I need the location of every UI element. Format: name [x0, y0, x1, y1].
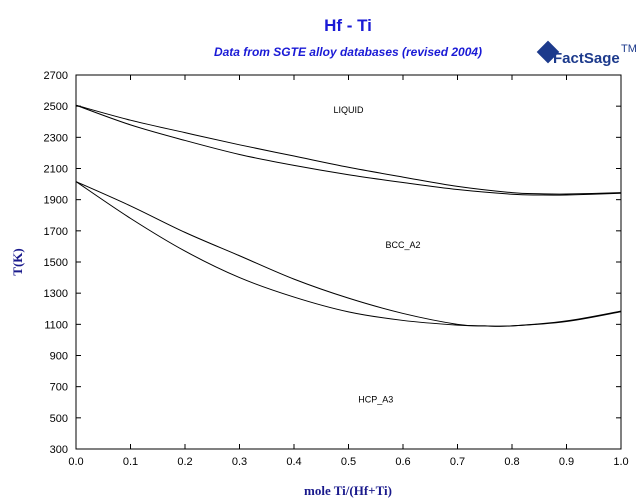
- y-axis: 300 500 700 900 1100 1300 1500 1700 1900 2100 2300…: [44, 70, 621, 456]
- y-tick-label: 1900: [44, 195, 68, 207]
- x-tick-label: 0.4: [286, 456, 301, 468]
- y-tick-label: 300: [50, 444, 68, 456]
- x-axis: 0.0 0.1 0.2 0.3 0.4 0.5 0.6 0.7 0.8 0.9 1.0: [68, 75, 629, 468]
- phase-boundary-line: [75, 181, 622, 327]
- y-tick-label: 2300: [44, 132, 68, 144]
- plot-frame: [75, 74, 622, 450]
- logo-trademark: TM: [621, 43, 637, 55]
- phase-boundary-line: [75, 104, 622, 196]
- phase-boundary-line: [75, 104, 622, 195]
- y-tick-label: 2500: [44, 101, 68, 113]
- x-tick-label: 0.1: [123, 456, 138, 468]
- x-tick-label: 1.0: [613, 456, 628, 468]
- y-tick-label: 1500: [44, 257, 68, 269]
- phase-boundaries: [75, 104, 622, 327]
- y-tick-label: 900: [50, 351, 68, 363]
- x-axis-label: mole Ti/(Hf+Ti): [304, 483, 392, 498]
- phase-region-labels: LIQUID BCC_A2 HCP_A3: [333, 105, 420, 404]
- phase-region-label: HCP_A3: [358, 394, 393, 404]
- logo-text: FactSage: [553, 50, 620, 67]
- y-tick-label: 2100: [44, 164, 68, 176]
- x-tick-label: 0.2: [177, 456, 192, 468]
- y-axis-label: T(K): [10, 248, 25, 275]
- y-tick-label: 1100: [44, 319, 68, 331]
- x-tick-label: 0.9: [559, 456, 574, 468]
- x-tick-label: 0.0: [68, 456, 83, 468]
- y-tick-label: 1700: [44, 226, 68, 238]
- chart-subtitle: Data from SGTE alloy databases (revised …: [214, 45, 482, 59]
- chart-title: Hf - Ti: [324, 16, 372, 35]
- factsage-logo: FactSage TM: [536, 40, 637, 67]
- y-tick-label: 1300: [44, 288, 68, 300]
- x-tick-label: 0.7: [450, 456, 465, 468]
- y-tick-label: 500: [50, 413, 68, 425]
- phase-region-label: LIQUID: [333, 105, 364, 115]
- phase-region-label: BCC_A2: [385, 240, 420, 250]
- x-tick-label: 0.8: [504, 456, 519, 468]
- phase-boundary-line: [75, 181, 622, 327]
- x-tick-label: 0.6: [395, 456, 410, 468]
- x-tick-label: 0.5: [341, 456, 356, 468]
- y-tick-label: 700: [50, 382, 68, 394]
- x-tick-label: 0.3: [232, 456, 247, 468]
- y-tick-label: 2700: [44, 70, 68, 82]
